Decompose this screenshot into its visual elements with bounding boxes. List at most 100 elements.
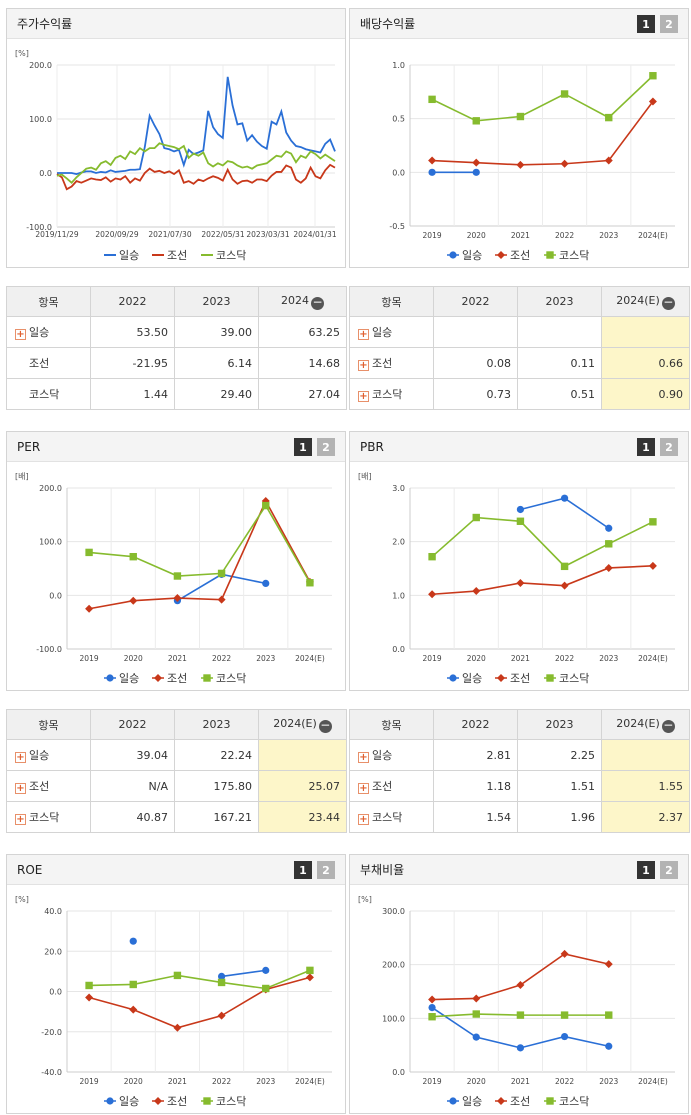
expand-icon[interactable]: + xyxy=(358,360,369,371)
series-line xyxy=(89,504,311,584)
panel-title: PER xyxy=(17,439,41,454)
column-header-item: 항목 xyxy=(349,709,434,740)
expand-icon[interactable]: + xyxy=(358,329,369,340)
data-point xyxy=(129,937,137,945)
row-label: + 조선 xyxy=(6,770,91,802)
x-tick-label: 2023 xyxy=(599,1077,618,1086)
table-cell: 1.51 xyxy=(517,770,602,802)
table-row: + 조선 1.18 1.51 1.55 xyxy=(349,770,690,802)
table-cell xyxy=(517,316,602,348)
data-point xyxy=(516,517,525,525)
table-row: + 조선 0.08 0.11 0.66 xyxy=(349,347,690,379)
y-unit-label: [배] xyxy=(358,472,372,481)
collapse-icon[interactable]: − xyxy=(311,294,324,310)
column-header-year: 2022 xyxy=(433,709,518,740)
legend-marker xyxy=(106,674,114,682)
data-point xyxy=(305,973,314,982)
legend-label: 코스닥 xyxy=(559,249,589,262)
collapse-icon[interactable]: − xyxy=(318,717,332,733)
x-tick-label: 2024(E) xyxy=(638,231,668,240)
legend-label: 코스닥 xyxy=(216,1095,246,1108)
table-row: + 코스닥 1.54 1.96 2.37 xyxy=(349,801,690,833)
legend-marker xyxy=(449,251,457,259)
expand-icon[interactable]: + xyxy=(15,329,26,340)
series-일승 xyxy=(428,1004,613,1052)
x-tick-label: 2022 xyxy=(212,1077,231,1086)
expand-icon[interactable]: + xyxy=(358,752,369,763)
expand-icon[interactable]: + xyxy=(15,814,26,825)
column-header-year: 2023 xyxy=(174,709,259,740)
view-1-button[interactable]: 1 xyxy=(294,438,312,456)
panel-title: 배당수익률 xyxy=(360,17,416,31)
view-2-button[interactable]: 2 xyxy=(660,861,678,879)
panel-title: 주가수익률 xyxy=(17,17,73,31)
legend-label: 일승 xyxy=(119,671,139,685)
y-tick-label: -100.0 xyxy=(26,223,52,232)
row-label: + 조선 xyxy=(349,347,434,379)
y-tick-label: 100.0 xyxy=(382,1014,405,1023)
expand-icon[interactable]: + xyxy=(358,814,369,825)
data-point xyxy=(262,984,270,993)
x-tick-label: 2023 xyxy=(256,654,275,663)
series-line xyxy=(56,163,336,191)
data-point xyxy=(604,563,613,572)
view-1-button[interactable]: 1 xyxy=(637,15,655,33)
x-tick-label: 2022 xyxy=(555,654,574,663)
collapse-icon[interactable]: − xyxy=(661,717,675,733)
collapse-icon[interactable]: − xyxy=(661,294,675,310)
series-일승 xyxy=(428,168,480,176)
view-2-button[interactable]: 2 xyxy=(317,861,335,879)
legend-label: 코스닥 xyxy=(216,249,246,262)
y-tick-label: -0.5 xyxy=(389,222,405,231)
y-tick-label: 20.0 xyxy=(44,947,62,956)
data-point xyxy=(217,978,226,987)
expand-icon[interactable]: + xyxy=(358,391,369,402)
view-2-button[interactable]: 2 xyxy=(660,438,678,456)
row-label: 코스닥 xyxy=(6,378,91,410)
view-1-button[interactable]: 1 xyxy=(637,861,655,879)
legend-label: 조선 xyxy=(510,672,530,685)
expand-icon[interactable]: + xyxy=(15,752,26,763)
table-cell: 23.44 xyxy=(258,801,347,833)
row-label: 조선 xyxy=(6,347,91,379)
series-line xyxy=(432,101,654,166)
x-tick-label: 2023 xyxy=(599,231,618,240)
legend: 일승 조선 코스닥 xyxy=(104,248,246,262)
legend-label: 조선 xyxy=(510,1095,530,1108)
data-point xyxy=(306,579,314,587)
view-1-button[interactable]: 1 xyxy=(637,438,655,456)
legend: 일승 조선 코스닥 xyxy=(104,671,246,685)
table-cell: -21.95 xyxy=(90,347,175,379)
x-tick-label: 2023/03/31 xyxy=(246,230,289,239)
series-코스닥 xyxy=(428,72,657,125)
expand-icon[interactable]: + xyxy=(15,783,26,794)
x-tick-label: 2024(E) xyxy=(638,654,668,663)
data-point xyxy=(129,980,137,989)
x-tick-label: 2020/09/29 xyxy=(95,230,138,239)
table-row: + 조선 N/A 175.80 25.07 xyxy=(6,770,347,802)
column-header-year: 2022 xyxy=(90,286,175,317)
table-cell: 1.18 xyxy=(433,770,518,802)
y-tick-label: 100.0 xyxy=(29,115,52,124)
view-1-button[interactable]: 1 xyxy=(294,861,312,879)
view-2-button[interactable]: 2 xyxy=(660,15,678,33)
legend-label: 일승 xyxy=(462,1094,482,1108)
column-header-year: 2024− xyxy=(258,286,347,317)
table-cell: 1.54 xyxy=(433,801,518,833)
data-point xyxy=(516,112,525,121)
legend: 일승 조선 코스닥 xyxy=(447,1094,589,1108)
series-조선 xyxy=(428,949,613,1004)
stock-return-panel: 주가수익률 [%] 200.0 100.0 0.0 -100.0 2019/11/29 20… xyxy=(6,8,346,268)
legend: 일승 조선 코스닥 xyxy=(447,248,589,262)
table-cell: 27.04 xyxy=(258,378,347,410)
table-cell: 0.66 xyxy=(601,347,690,379)
legend-marker xyxy=(497,1097,505,1105)
column-header-year: 2023 xyxy=(174,286,259,317)
expand-icon[interactable]: + xyxy=(358,783,369,794)
series-코스닥 xyxy=(428,1010,613,1021)
view-2-button[interactable]: 2 xyxy=(317,438,335,456)
data-point xyxy=(217,1011,226,1020)
y-tick-label: -40.0 xyxy=(41,1068,62,1077)
